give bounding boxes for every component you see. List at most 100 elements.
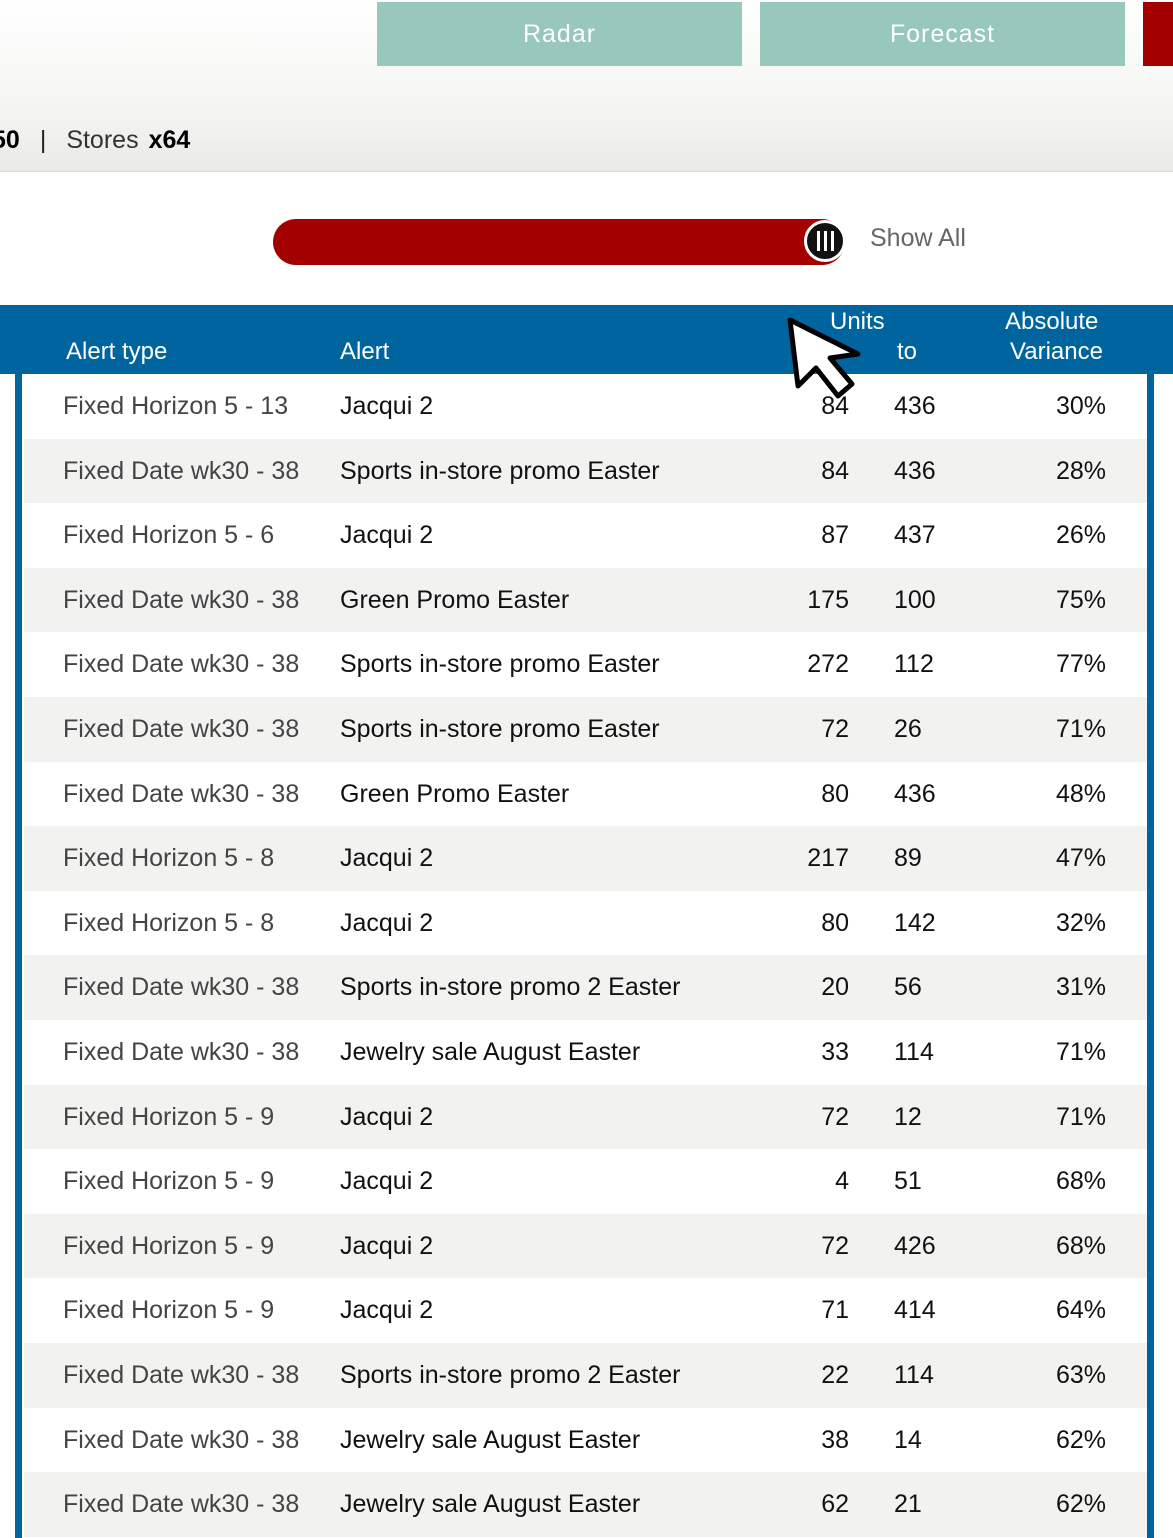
table-header: Alert type Alert Units from to Absolute … xyxy=(0,305,1173,374)
table-row[interactable]: Fixed Horizon 5 - 9 Jacqui 2 72 12 71% xyxy=(0,1084,1173,1150)
cell-units-to: 51 xyxy=(894,1167,922,1196)
row-background xyxy=(24,1278,1147,1343)
cell-units-from: 272 xyxy=(807,650,849,679)
cell-units-to: 89 xyxy=(894,844,922,873)
cell-alert: Jacqui 2 xyxy=(340,521,434,550)
cell-alert-type: Fixed Date wk30 - 38 xyxy=(63,456,300,485)
mouse-cursor-icon xyxy=(787,317,861,399)
column-header-alert[interactable]: Alert xyxy=(340,338,390,365)
row-background xyxy=(24,1149,1147,1214)
cell-units-from: 175 xyxy=(807,585,849,614)
show-all-label[interactable]: Show All xyxy=(870,224,966,252)
column-header-absolute[interactable]: Absolute xyxy=(1005,308,1099,335)
cell-units-to: 142 xyxy=(894,908,936,937)
row-background xyxy=(24,438,1147,504)
cell-units-to: 414 xyxy=(894,1296,936,1325)
column-header-units[interactable]: Units xyxy=(830,308,885,335)
cell-units-to: 26 xyxy=(894,714,922,743)
table-row[interactable]: Fixed Date wk30 - 38 Green Promo Easter 17… xyxy=(0,567,1173,633)
table-row[interactable]: Fixed Horizon 5 - 9 Jacqui 2 71 414 64% xyxy=(0,1278,1173,1343)
cell-units-from: 62 xyxy=(821,1490,849,1519)
cell-units-from: 87 xyxy=(821,521,849,550)
cell-units-from: 80 xyxy=(821,908,849,937)
cell-units-to: 100 xyxy=(894,585,936,614)
cell-alert-type: Fixed Date wk30 - 38 xyxy=(63,1425,300,1454)
cell-units-from: 22 xyxy=(821,1360,849,1389)
tab-forecast[interactable]: Forecast xyxy=(760,2,1125,66)
table-row[interactable]: Fixed Horizon 5 - 9 Jacqui 2 4 51 68% xyxy=(0,1149,1173,1214)
stat-separator: | xyxy=(39,125,47,154)
tab-active-red[interactable] xyxy=(1143,2,1173,66)
cell-alert: Jacqui 2 xyxy=(340,1167,434,1196)
cell-alert: Sports in-store promo Easter xyxy=(340,650,660,679)
cell-units-from: 80 xyxy=(821,779,849,808)
top-header: Radar Forecast 50 | Stores x64 xyxy=(0,0,1173,172)
table-row[interactable]: Fixed Date wk30 - 38 Jewelry sale August … xyxy=(0,1407,1173,1473)
cell-units-from: 72 xyxy=(821,714,849,743)
cell-absolute-variance: 71% xyxy=(1055,714,1106,743)
cell-alert-type: Fixed Date wk30 - 38 xyxy=(63,1490,300,1519)
cell-units-from: 4 xyxy=(835,1167,849,1196)
row-background xyxy=(24,1084,1147,1150)
table-row[interactable]: Fixed Horizon 5 - 8 Jacqui 2 80 142 32% xyxy=(0,890,1173,956)
cell-alert: Jewelry sale August Easter xyxy=(340,1490,641,1519)
column-header-to[interactable]: to xyxy=(897,338,918,365)
summary-stats: 50 | Stores x64 xyxy=(0,122,190,158)
cell-absolute-variance: 63% xyxy=(1055,1360,1106,1389)
table-row[interactable]: Fixed Horizon 5 - 8 Jacqui 2 217 89 47% xyxy=(0,826,1173,891)
row-background xyxy=(24,1213,1147,1279)
table-row[interactable]: Fixed Horizon 5 - 9 Jacqui 2 72 426 68% xyxy=(0,1213,1173,1279)
cell-alert: Sports in-store promo 2 Easter xyxy=(340,1360,681,1389)
table-row[interactable]: Fixed Date wk30 - 38 Sports in-store prom… xyxy=(0,696,1173,762)
row-background xyxy=(24,696,1147,762)
table-row[interactable]: Fixed Date wk30 - 38 Green Promo Easter 80… xyxy=(0,761,1173,827)
cell-units-to: 436 xyxy=(894,456,936,485)
cell-absolute-variance: 64% xyxy=(1055,1296,1106,1325)
table-border-left xyxy=(15,374,22,1538)
cell-units-from: 72 xyxy=(821,1102,849,1131)
cell-units-to: 14 xyxy=(894,1425,922,1454)
show-all-toggle-track[interactable] xyxy=(273,219,845,265)
show-all-toggle-knob[interactable] xyxy=(804,220,846,262)
row-background xyxy=(24,1407,1147,1473)
cell-units-to: 112 xyxy=(894,650,934,679)
cell-alert: Jacqui 2 xyxy=(340,1296,434,1325)
cell-absolute-variance: 26% xyxy=(1055,521,1106,550)
cell-absolute-variance: 28% xyxy=(1055,456,1106,485)
cell-units-from: 20 xyxy=(821,973,849,1002)
cell-absolute-variance: 68% xyxy=(1055,1231,1106,1260)
cell-alert-type: Fixed Horizon 5 - 9 xyxy=(63,1102,275,1131)
column-header-alert-type[interactable]: Alert type xyxy=(66,338,168,365)
cell-alert-type: Fixed Horizon 5 - 13 xyxy=(63,392,289,420)
table-row[interactable]: Fixed Date wk30 - 38 Jewelry sale August … xyxy=(0,1472,1173,1537)
cell-alert-type: Fixed Horizon 5 - 6 xyxy=(63,521,275,550)
cell-alert-type: Fixed Horizon 5 - 8 xyxy=(63,908,275,937)
table-row[interactable]: Fixed Horizon 5 - 13 Jacqui 2 84 436 30% xyxy=(0,374,1173,439)
cell-absolute-variance: 71% xyxy=(1055,1102,1106,1131)
column-header-variance[interactable]: Variance xyxy=(1010,338,1103,365)
stat-value-partial: 50 xyxy=(0,125,20,154)
table-row[interactable]: Fixed Date wk30 - 38 Sports in-store prom… xyxy=(0,632,1173,697)
tab-radar[interactable]: Radar xyxy=(377,2,742,66)
cell-alert: Jacqui 2 xyxy=(340,392,434,420)
table-row[interactable]: Fixed Date wk30 - 38 Sports in-store prom… xyxy=(0,438,1173,504)
cell-absolute-variance: 30% xyxy=(1055,392,1106,420)
table-row[interactable]: Fixed Date wk30 - 38 Jewelry sale August … xyxy=(0,1019,1173,1085)
row-background xyxy=(24,955,1147,1020)
table-border-right xyxy=(1147,374,1154,1538)
cell-absolute-variance: 75% xyxy=(1055,585,1106,614)
cell-alert-type: Fixed Date wk30 - 38 xyxy=(63,714,300,743)
cell-alert-type: Fixed Date wk30 - 38 xyxy=(63,779,300,808)
cell-absolute-variance: 31% xyxy=(1055,973,1106,1002)
cell-alert-type: Fixed Date wk30 - 38 xyxy=(63,973,300,1002)
cell-alert-type: Fixed Horizon 5 - 9 xyxy=(63,1167,275,1196)
cell-absolute-variance: 62% xyxy=(1055,1425,1106,1454)
table-row[interactable]: Fixed Horizon 5 - 6 Jacqui 2 87 437 26% xyxy=(0,503,1173,568)
table-row[interactable]: Fixed Date wk30 - 38 Sports in-store prom… xyxy=(0,1342,1173,1408)
alerts-table-body: Fixed Horizon 5 - 13 Jacqui 2 84 436 30% Fixe… xyxy=(0,374,1173,1537)
table-row[interactable]: Fixed Date wk30 - 38 Sports in-store prom… xyxy=(0,955,1173,1020)
cell-alert: Jacqui 2 xyxy=(340,1231,434,1260)
cell-alert: Green Promo Easter xyxy=(340,585,570,614)
cell-units-to: 114 xyxy=(894,1360,934,1389)
cell-alert: Jacqui 2 xyxy=(340,1102,434,1131)
